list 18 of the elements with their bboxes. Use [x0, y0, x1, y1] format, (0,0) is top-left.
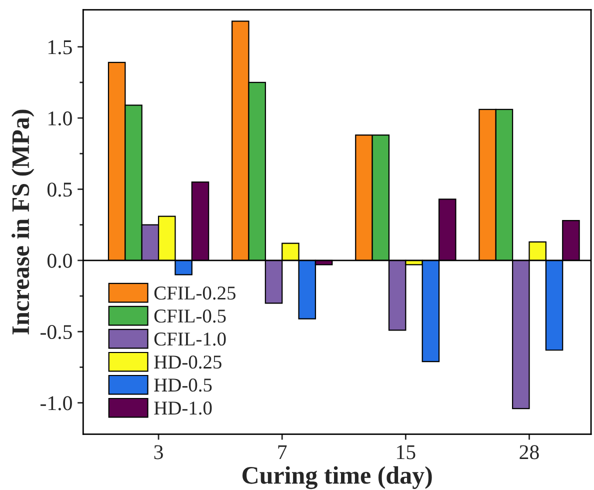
y-tick-label: 1.5: [48, 40, 72, 54]
x-tick-label: 15: [397, 445, 416, 460]
y-axis-title: Increase in FS (MPa): [12, 110, 34, 334]
y-tick-label: 1.0: [48, 111, 72, 126]
y-tick-label: 0.5: [47, 182, 72, 197]
x-tick-label: 28: [520, 445, 539, 460]
x-tick-label: 3: [154, 445, 163, 460]
x-tick-label: 7: [278, 445, 287, 460]
y-tick-label: -1.0: [40, 396, 72, 410]
legend-label: CFIL-0.25: [154, 286, 236, 300]
legend-label: CFIL-1.0: [154, 332, 226, 346]
legend-label: HD-0.5: [154, 378, 212, 392]
y-tick-label: -0.5: [40, 324, 72, 340]
x-axis-title: Curing time (day): [242, 466, 432, 490]
y-tick-label: 0.0: [47, 254, 72, 268]
legend-label: CFIL-0.5: [154, 310, 226, 323]
legend-label: HD-0.25: [154, 356, 222, 369]
legend-label: HD-1.0: [154, 402, 212, 415]
